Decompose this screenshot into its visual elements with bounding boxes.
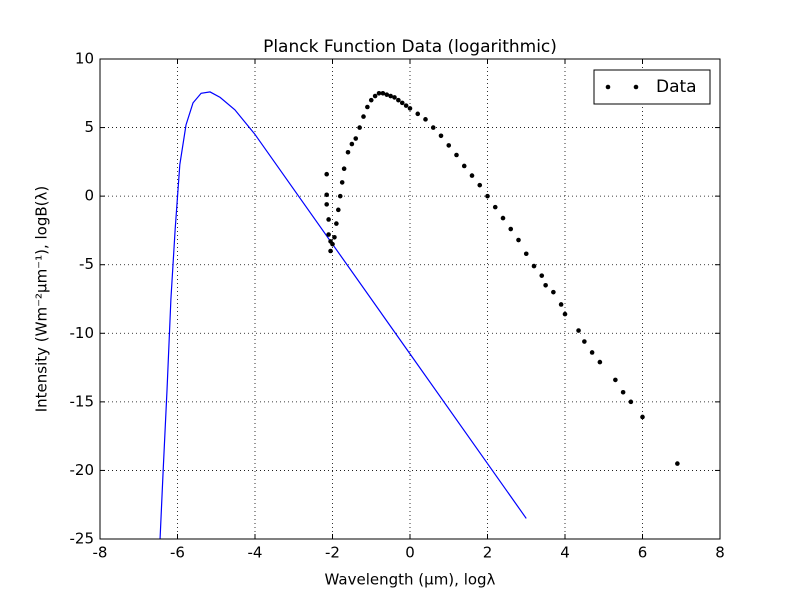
data-point	[396, 97, 401, 103]
data-point	[523, 251, 529, 257]
data-point	[368, 97, 374, 103]
data-point	[392, 95, 397, 100]
y-tick-label: -10	[70, 324, 95, 342]
data-point	[508, 226, 514, 232]
data-point	[539, 273, 545, 278]
data-point	[365, 104, 370, 110]
data-point	[461, 163, 467, 169]
data-point	[332, 234, 337, 240]
data-point	[324, 202, 329, 207]
x-tick-label: -8	[93, 544, 108, 562]
data-point	[407, 106, 413, 111]
x-axis-label: Wavelength (μm), logλ	[325, 571, 496, 589]
data-point	[361, 114, 366, 119]
data-point	[430, 125, 436, 130]
legend-box	[593, 69, 711, 105]
data-point	[576, 328, 581, 333]
data-point	[454, 152, 459, 158]
legend-marker	[605, 84, 611, 90]
data-point	[415, 111, 421, 117]
data-point	[438, 133, 444, 139]
data-point	[326, 217, 331, 222]
x-tick-label: -6	[170, 544, 185, 562]
data-point	[597, 359, 603, 365]
data-point	[403, 103, 409, 108]
data-point	[620, 389, 626, 395]
data-point	[551, 289, 556, 295]
legend-marker	[633, 84, 639, 90]
x-tick-label: 6	[638, 544, 648, 562]
data-point	[349, 141, 355, 147]
data-point	[388, 93, 393, 99]
y-tick-label: -20	[70, 461, 95, 479]
data-point	[640, 414, 645, 420]
x-tick-label: -2	[325, 544, 340, 562]
data-point	[384, 92, 390, 97]
y-tick-label: 5	[84, 118, 94, 136]
chart-title: Planck Function Data (logarithmic)	[263, 37, 557, 57]
data-point	[372, 93, 378, 99]
plot-frame	[99, 58, 721, 540]
data-point	[330, 241, 335, 247]
data-point	[324, 192, 329, 198]
data-point	[531, 263, 537, 269]
y-tick-label: -15	[70, 392, 95, 410]
data-point	[339, 180, 345, 185]
data-point	[558, 302, 564, 307]
y-tick-label: -5	[79, 255, 94, 273]
y-tick-label: 10	[75, 50, 94, 68]
data-point	[562, 311, 568, 317]
data-point	[485, 193, 490, 199]
data-point	[345, 149, 351, 155]
data-point	[399, 100, 405, 106]
data-point	[376, 90, 382, 96]
data-point	[500, 215, 506, 221]
data-point	[328, 248, 333, 254]
x-tick-label: 8	[715, 544, 725, 562]
data-point	[477, 182, 483, 188]
data-point	[446, 143, 452, 148]
x-tick-label: 0	[405, 544, 415, 562]
data-point	[334, 221, 339, 226]
data-point	[357, 125, 362, 130]
data-point	[353, 136, 359, 141]
data-point	[337, 193, 343, 199]
data-point	[582, 339, 587, 344]
data-point	[492, 204, 498, 210]
data-point	[675, 461, 680, 466]
legend-label: Data	[656, 77, 697, 97]
data-point	[589, 350, 595, 355]
data-line	[159, 91, 527, 539]
x-tick-label: 4	[560, 544, 570, 562]
x-tick-label: 2	[483, 544, 493, 562]
data-point	[336, 207, 341, 213]
y-axis-label: Intensity (Wm⁻²μm⁻¹), logB(λ)	[33, 186, 51, 413]
x-tick-label: -4	[248, 544, 263, 562]
data-point	[516, 237, 521, 243]
data-point	[423, 117, 428, 122]
data-point	[469, 173, 475, 178]
data-point	[324, 171, 329, 177]
y-tick-label: -25	[70, 530, 95, 548]
data-point	[628, 399, 634, 405]
data-point	[341, 166, 347, 172]
y-tick-label: 0	[84, 187, 94, 205]
data-point	[543, 282, 548, 288]
data-point	[613, 377, 618, 383]
data-point	[326, 232, 331, 237]
data-point	[380, 90, 386, 96]
